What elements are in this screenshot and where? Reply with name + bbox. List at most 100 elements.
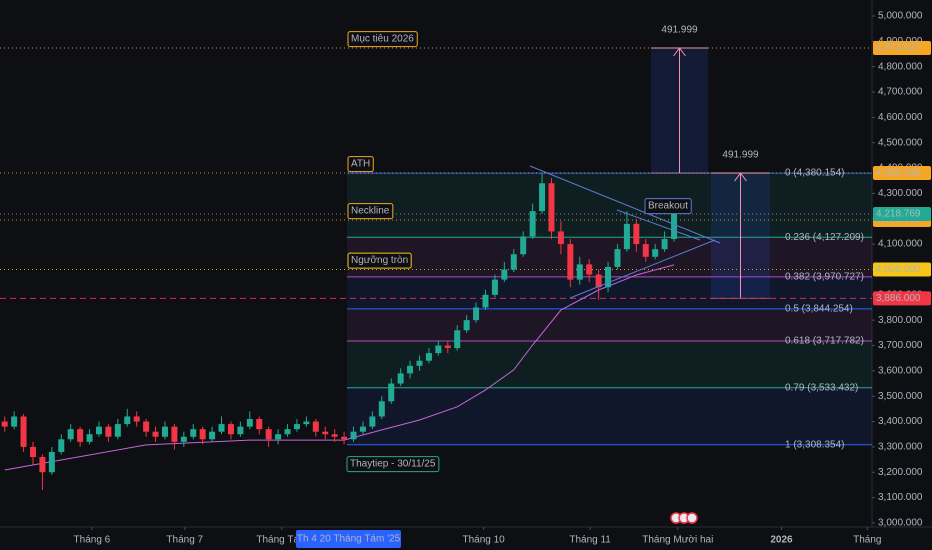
candle-body — [293, 424, 300, 430]
fib-label: 1 (3,308.354) — [785, 439, 845, 450]
candle-body — [473, 307, 480, 321]
candle-body — [341, 436, 348, 440]
candle-body — [331, 434, 338, 437]
candle-body — [199, 429, 206, 440]
trendline — [529, 165, 721, 244]
candle-body — [510, 254, 517, 270]
fib-band — [347, 173, 872, 238]
candle-body — [227, 424, 234, 435]
fib-band — [347, 308, 872, 341]
event-icon — [686, 512, 698, 524]
level-label-box — [347, 203, 394, 220]
candle-body — [237, 426, 244, 435]
level-label: Ngưỡng tròn — [351, 255, 408, 266]
candle-body — [359, 426, 366, 432]
price-tag-label: 4,000.000 — [876, 264, 921, 275]
y-tick-label: 4,100.000 — [878, 239, 923, 250]
candle-body — [444, 345, 451, 349]
y-tick-label: 3,200.000 — [878, 467, 923, 478]
y-tick-label: 3,800.000 — [878, 315, 923, 326]
candle-body — [20, 416, 27, 447]
candle-body — [416, 360, 423, 366]
crosshair-label: Th 4 20 Tháng Tám '25 — [297, 534, 401, 545]
candle-body — [67, 429, 74, 440]
crosshair-tag — [296, 530, 401, 548]
candle-body — [29, 446, 36, 458]
candle-body — [623, 223, 630, 250]
x-tick-label: Tháng 7 — [166, 535, 203, 546]
candle-body — [95, 426, 102, 435]
fib-label: 0.79 (3,533.432) — [785, 382, 858, 393]
candle-body — [312, 421, 319, 432]
candle-body — [586, 264, 593, 275]
level-label-box — [347, 156, 374, 173]
price-tag-label: 4,380.398 — [876, 168, 921, 179]
candle-body — [218, 424, 225, 432]
candle-body — [180, 436, 187, 442]
candle-body — [520, 236, 527, 255]
author-label-box — [346, 456, 440, 473]
price-tag — [873, 166, 931, 181]
candle-body — [567, 244, 574, 280]
y-tick-label: 4,800.000 — [878, 61, 923, 72]
x-tick-label: Tháng Mười hai — [642, 535, 713, 546]
y-tick-label: 3,300.000 — [878, 442, 923, 453]
y-tick-label: 3,400.000 — [878, 416, 923, 427]
candle-body — [58, 439, 65, 452]
trendline — [569, 239, 716, 299]
candle-body — [642, 244, 649, 257]
candle-body — [209, 431, 216, 440]
candle-body — [143, 421, 150, 432]
candle-body — [322, 431, 329, 435]
measure-label: 491.999 — [661, 25, 698, 36]
candle-body — [482, 294, 489, 308]
x-tick-label: Tháng 10 — [462, 535, 505, 546]
candle-body — [501, 269, 508, 280]
candle-body — [171, 426, 178, 442]
candle-body — [539, 183, 546, 212]
candle-body — [133, 416, 140, 422]
price-tag-label: 3,886.000 — [876, 293, 921, 304]
breakout-label-box — [644, 198, 692, 215]
fib-label: 0.618 (3,717.782) — [785, 336, 864, 347]
y-tick-label: 3,700.000 — [878, 340, 923, 351]
candle-body — [246, 419, 253, 427]
x-tick-label: Tháng — [853, 535, 881, 546]
candle-body — [48, 451, 55, 473]
y-tick-label: 3,100.000 — [878, 492, 923, 503]
candle-body — [661, 239, 668, 250]
candle-body — [124, 416, 131, 425]
y-tick-label: 3,600.000 — [878, 365, 923, 376]
y-tick-label: 3,500.000 — [878, 391, 923, 402]
moving-average — [4, 264, 675, 471]
y-tick-label: 4,500.000 — [878, 137, 923, 148]
trendline — [616, 209, 701, 241]
fib-label: 0.382 (3,970.727) — [785, 272, 864, 283]
x-tick-label: Tháng Tám — [256, 535, 307, 546]
candle-body — [350, 431, 357, 440]
fib-label: 0.5 (3,844.254) — [785, 304, 853, 315]
candle-body — [275, 434, 282, 440]
candle-body — [303, 421, 310, 425]
fib-band — [347, 387, 872, 445]
candle-body — [397, 373, 404, 384]
x-tick-label: 2026 — [770, 535, 793, 546]
price-tag — [873, 262, 931, 277]
candle-body — [491, 279, 498, 295]
breakout-label: Breakout — [648, 201, 688, 212]
level-label-box — [347, 31, 418, 48]
price-tag — [873, 207, 931, 222]
candle-body — [190, 429, 197, 437]
candle-body — [1, 421, 8, 427]
fib-label: 0 (4,380.154) — [785, 168, 845, 179]
candle-body — [435, 345, 442, 354]
candle-body — [576, 264, 583, 280]
level-label: Mục tiêu 2026 — [351, 34, 414, 45]
level-label: ATH — [351, 159, 370, 170]
level-label: Neckline — [351, 206, 390, 217]
candle-body — [114, 424, 121, 437]
candle-body — [633, 223, 640, 245]
